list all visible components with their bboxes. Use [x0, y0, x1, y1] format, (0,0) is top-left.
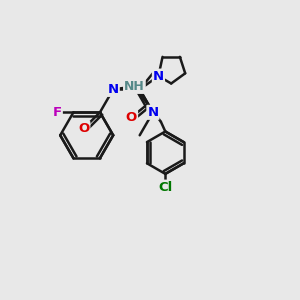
Text: F: F	[53, 106, 62, 119]
Text: O: O	[126, 111, 137, 124]
Text: N: N	[108, 83, 119, 96]
Text: N: N	[153, 70, 164, 83]
Text: O: O	[78, 122, 89, 135]
Text: NH: NH	[124, 80, 145, 93]
Text: Cl: Cl	[158, 181, 172, 194]
Text: N: N	[147, 106, 158, 119]
